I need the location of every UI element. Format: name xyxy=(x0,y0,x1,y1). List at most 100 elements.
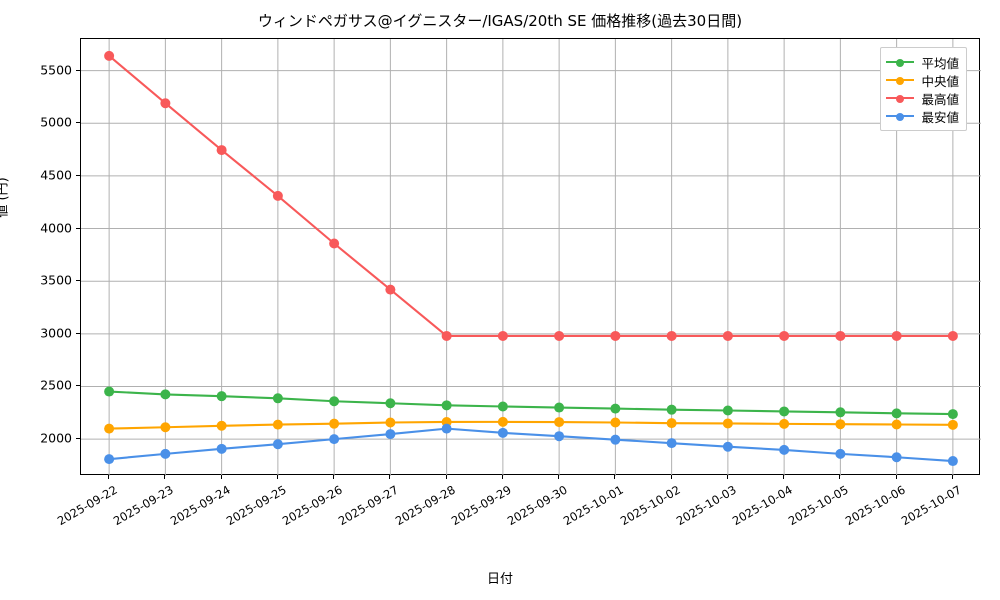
x-tick-label: 2025-09-27 xyxy=(336,482,402,529)
data-point xyxy=(216,145,227,156)
data-point xyxy=(441,400,452,411)
y-tick-mark xyxy=(76,332,80,334)
data-point xyxy=(329,418,340,429)
data-point xyxy=(779,418,790,429)
data-point xyxy=(329,238,340,249)
legend-item-1: 中央値 xyxy=(886,71,959,89)
data-point xyxy=(779,406,790,417)
data-point xyxy=(947,419,958,430)
data-point xyxy=(329,434,340,445)
y-tick-mark xyxy=(76,280,80,282)
data-point xyxy=(947,330,958,341)
x-tick-label: 2025-10-07 xyxy=(898,482,964,529)
data-point xyxy=(216,443,227,454)
legend-item-0: 平均値 xyxy=(886,53,959,71)
x-tick-mark xyxy=(276,475,278,479)
x-tick-mark xyxy=(558,475,560,479)
data-point xyxy=(554,431,565,442)
x-tick-label: 2025-09-30 xyxy=(504,482,570,529)
data-point xyxy=(272,190,283,201)
x-tick-label: 2025-09-25 xyxy=(223,482,289,529)
x-tick-label: 2025-10-04 xyxy=(729,482,795,529)
series-line-2 xyxy=(108,54,954,337)
data-point xyxy=(160,448,171,459)
data-point xyxy=(385,417,396,428)
series-line-1 xyxy=(108,420,954,430)
data-point xyxy=(722,441,733,452)
y-tick-label: 4000 xyxy=(40,220,72,236)
chart-title: ウィンドペガサス@イグニスター/IGAS/20th SE 価格推移(過去30日間… xyxy=(257,12,743,30)
x-tick-label: 2025-10-03 xyxy=(673,482,739,529)
data-point xyxy=(722,330,733,341)
data-point xyxy=(835,448,846,459)
data-point xyxy=(722,405,733,416)
x-tick-label: 2025-10-05 xyxy=(786,482,852,529)
y-tick-label: 3000 xyxy=(40,325,72,341)
data-point xyxy=(104,50,115,61)
series-layer xyxy=(104,50,958,467)
legend-marker-icon xyxy=(886,55,915,69)
x-tick-mark xyxy=(839,475,841,479)
data-point xyxy=(947,409,958,420)
data-point xyxy=(329,396,340,407)
y-tick-label: 3500 xyxy=(40,272,72,288)
legend-label: 平均値 xyxy=(921,55,959,71)
y-tick-mark xyxy=(76,69,80,71)
x-tick-label: 2025-09-28 xyxy=(392,482,458,529)
y-tick-mark xyxy=(76,122,80,124)
y-axis-label: 値 (円) xyxy=(0,177,11,217)
data-point xyxy=(666,404,677,415)
series-line-3 xyxy=(108,427,954,463)
y-tick-mark xyxy=(76,174,80,176)
data-point xyxy=(835,330,846,341)
data-point xyxy=(497,416,508,427)
data-point xyxy=(835,407,846,418)
x-tick-label: 2025-10-01 xyxy=(561,482,627,529)
legend-label: 中央値 xyxy=(921,73,959,89)
y-tick-label: 2000 xyxy=(40,430,72,446)
y-tick-mark xyxy=(76,385,80,387)
data-point xyxy=(104,454,115,465)
data-point xyxy=(216,420,227,431)
plot-area: 平均値 中央値 最高値 最安値 xyxy=(80,38,981,476)
legend-label: 最高値 xyxy=(921,91,959,107)
x-tick-mark xyxy=(220,475,222,479)
x-axis-label: 日付 xyxy=(486,572,513,587)
legend-marker-icon xyxy=(886,91,915,105)
legend-marker-icon xyxy=(886,73,915,87)
x-tick-mark xyxy=(614,475,616,479)
data-point xyxy=(160,422,171,433)
x-tick-label: 2025-09-22 xyxy=(54,482,120,529)
data-point xyxy=(497,401,508,412)
data-point xyxy=(947,456,958,467)
data-point xyxy=(610,403,621,414)
data-point xyxy=(497,330,508,341)
data-point xyxy=(160,389,171,400)
data-point xyxy=(722,418,733,429)
y-tick-label: 4500 xyxy=(40,167,72,183)
x-tick-label: 2025-10-02 xyxy=(617,482,683,529)
data-point xyxy=(104,386,115,397)
y-tick-mark xyxy=(76,227,80,229)
data-point xyxy=(891,408,902,419)
data-point xyxy=(160,98,171,109)
series-line-0 xyxy=(108,390,954,416)
data-point xyxy=(835,419,846,430)
x-tick-mark xyxy=(389,475,391,479)
data-point xyxy=(610,330,621,341)
data-point xyxy=(666,438,677,449)
y-tick-label: 2500 xyxy=(40,377,72,393)
y-tick-label: 5000 xyxy=(40,114,72,130)
legend-item-3: 最安値 xyxy=(886,107,959,125)
x-tick-label: 2025-09-23 xyxy=(111,482,177,529)
data-point xyxy=(554,330,565,341)
x-tick-mark xyxy=(783,475,785,479)
data-point xyxy=(272,419,283,430)
data-point xyxy=(272,439,283,450)
y-tick-label: 5500 xyxy=(40,62,72,78)
x-tick-label: 2025-09-29 xyxy=(448,482,514,529)
data-point xyxy=(497,427,508,438)
data-point xyxy=(104,423,115,434)
data-point xyxy=(441,330,452,341)
